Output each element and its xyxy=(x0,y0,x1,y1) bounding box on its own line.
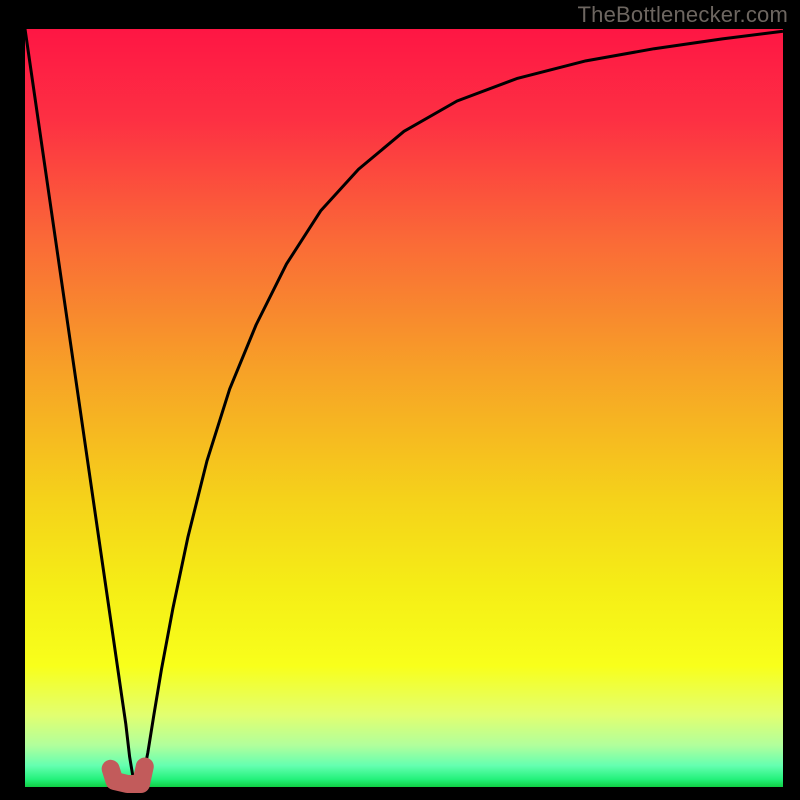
watermark-text: TheBottlenecker.com xyxy=(578,2,788,28)
bottleneck-curve-chart xyxy=(0,0,800,800)
chart-frame: TheBottlenecker.com xyxy=(0,0,800,800)
plot-background xyxy=(25,29,783,787)
